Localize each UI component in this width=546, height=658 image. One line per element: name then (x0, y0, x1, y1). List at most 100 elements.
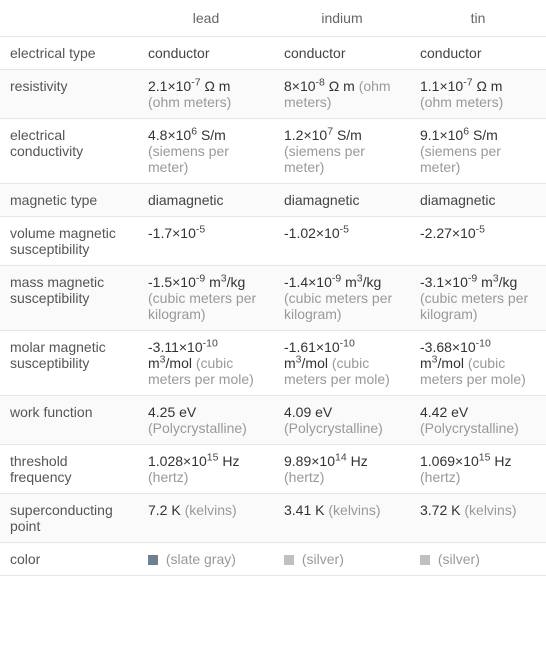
value-unit: Ω m (325, 78, 359, 94)
value-unit: S/m (197, 127, 226, 143)
value-exp: -5 (476, 223, 485, 235)
value-exp: 14 (335, 451, 347, 463)
value-main: 1.028×10 (148, 453, 207, 469)
value-unit: m (477, 274, 493, 290)
value-exp: -7 (463, 76, 472, 88)
row-label: molar magnetic susceptibility (0, 331, 138, 396)
header-tin: tin (410, 0, 546, 37)
cell-value: -3.11×10-10 m3/mol (cubic meters per mol… (138, 331, 274, 396)
cell-value: 7.2 K (kelvins) (138, 494, 274, 543)
cell-value: 9.1×106 S/m (siemens per meter) (410, 119, 546, 184)
cell-value: -3.1×10-9 m3/kg (cubic meters per kilogr… (410, 266, 546, 331)
cell-value: 3.72 K (kelvins) (410, 494, 546, 543)
value-main: 1.1×10 (420, 78, 463, 94)
value-unit: m (420, 355, 432, 371)
cell-value: 4.25 eV (Polycrystalline) (138, 396, 274, 445)
table-row: threshold frequency 1.028×1015 Hz (hertz… (0, 445, 546, 494)
cell-value: -1.61×10-10 m3/mol (cubic meters per mol… (274, 331, 410, 396)
value-unit-label: (hertz) (420, 469, 460, 485)
value-exp: -10 (203, 337, 218, 349)
cell-value: (silver) (410, 543, 546, 576)
cell-value: -1.4×10-9 m3/kg (cubic meters per kilogr… (274, 266, 410, 331)
value-exp: -8 (316, 76, 325, 88)
value-main: -3.11×10 (148, 339, 203, 355)
row-label: threshold frequency (0, 445, 138, 494)
header-indium: indium (274, 0, 410, 37)
value-unit: Hz (490, 453, 511, 469)
row-label: volume magnetic susceptibility (0, 217, 138, 266)
table-row: work function 4.25 eV (Polycrystalline) … (0, 396, 546, 445)
value-main: 2.1×10 (148, 78, 191, 94)
value-unit: m (341, 274, 357, 290)
row-label: electrical conductivity (0, 119, 138, 184)
value-main: 4.42 eV (420, 404, 468, 420)
value-unit-label: (kelvins) (185, 502, 237, 518)
value-main: -1.7×10 (148, 225, 196, 241)
table-row: color (slate gray) (silver) (silver) (0, 543, 546, 576)
cell-value: conductor (274, 37, 410, 70)
cell-value: -1.7×10-5 (138, 217, 274, 266)
value-unit-label: (siemens per meter) (420, 143, 501, 175)
value-exp: -10 (476, 337, 491, 349)
value-exp: -10 (340, 337, 355, 349)
value-main: -1.61×10 (284, 339, 340, 355)
value-main: 8×10 (284, 78, 316, 94)
value-unit: Ω m (201, 78, 231, 94)
value-main: 9.1×10 (420, 127, 463, 143)
table-row: magnetic type diamagnetic diamagnetic di… (0, 184, 546, 217)
value-unit: Hz (347, 453, 368, 469)
value-unit-label: (siemens per meter) (148, 143, 229, 175)
value-unit: Ω m (473, 78, 503, 94)
value-exp: -5 (340, 223, 349, 235)
header-lead: lead (138, 0, 274, 37)
cell-value: 3.41 K (kelvins) (274, 494, 410, 543)
value-main: 4.8×10 (148, 127, 191, 143)
table-row: electrical type conductor conductor cond… (0, 37, 546, 70)
table-row: superconducting point 7.2 K (kelvins) 3.… (0, 494, 546, 543)
cell-value: 9.89×1014 Hz (hertz) (274, 445, 410, 494)
value-unit-label: (ohm meters) (148, 94, 231, 110)
table-row: molar magnetic susceptibility -3.11×10-1… (0, 331, 546, 396)
cell-value: (slate gray) (138, 543, 274, 576)
value-exp: -9 (468, 272, 477, 284)
cell-value: conductor (410, 37, 546, 70)
value-unit: m (148, 355, 160, 371)
value-main: -3.1×10 (420, 274, 468, 290)
value-unit: Hz (218, 453, 239, 469)
row-label: resistivity (0, 70, 138, 119)
value-unit: m (205, 274, 221, 290)
value-main: -1.4×10 (284, 274, 332, 290)
table-row: resistivity 2.1×10-7 Ω m (ohm meters) 8×… (0, 70, 546, 119)
row-label: magnetic type (0, 184, 138, 217)
value-unit-label: (Polycrystalline) (148, 420, 247, 436)
value-exp: -5 (196, 223, 205, 235)
value-main: 1.069×10 (420, 453, 479, 469)
cell-value: diamagnetic (274, 184, 410, 217)
value-exp: -9 (196, 272, 205, 284)
value-unit-label: (kelvins) (464, 502, 516, 518)
value-unit-label: (siemens per meter) (284, 143, 365, 175)
cell-value: -2.27×10-5 (410, 217, 546, 266)
value-main: -3.68×10 (420, 339, 476, 355)
color-name: (slate gray) (162, 551, 236, 567)
value-main: 4.25 eV (148, 404, 196, 420)
value-main: 3.41 K (284, 502, 328, 518)
value-unit2: /mol (166, 355, 196, 371)
cell-value: -1.5×10-9 m3/kg (cubic meters per kilogr… (138, 266, 274, 331)
cell-value: 4.09 eV (Polycrystalline) (274, 396, 410, 445)
cell-value: 8×10-8 Ω m (ohm meters) (274, 70, 410, 119)
value-unit-label: (ohm meters) (420, 94, 503, 110)
cell-value: -1.02×10-5 (274, 217, 410, 266)
value-main: -2.27×10 (420, 225, 476, 241)
value-main: 7.2 K (148, 502, 185, 518)
value-unit-label: (hertz) (284, 469, 324, 485)
value-exp: -7 (191, 76, 200, 88)
cell-value: 2.1×10-7 Ω m (ohm meters) (138, 70, 274, 119)
value-unit-label: (hertz) (148, 469, 188, 485)
value-unit2: /kg (227, 274, 246, 290)
value-main: 1.2×10 (284, 127, 327, 143)
header-empty (0, 0, 138, 37)
value-exp: 15 (207, 451, 219, 463)
cell-value: 1.069×1015 Hz (hertz) (410, 445, 546, 494)
value-exp: -9 (332, 272, 341, 284)
